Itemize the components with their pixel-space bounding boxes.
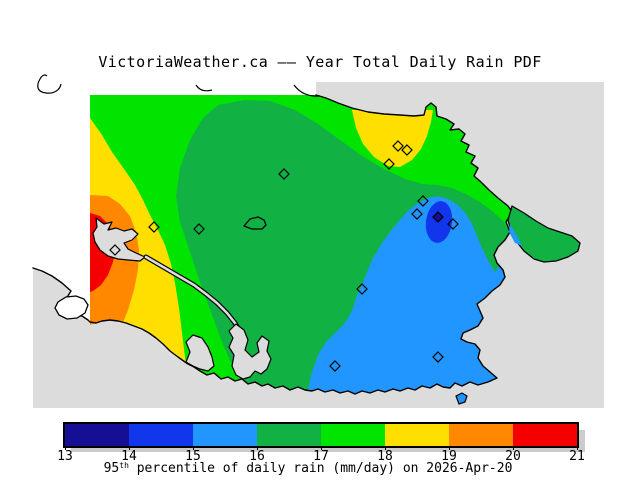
elk-lake-outline — [243, 216, 267, 230]
colorbar-tick-mark — [193, 446, 194, 450]
map-title: VictoriaWeather.ca —— Year Total Daily R… — [98, 53, 542, 71]
station-marker-filled — [432, 211, 444, 223]
station-marker — [329, 360, 341, 372]
colorbar-segment — [65, 424, 129, 446]
station-marker — [401, 144, 413, 156]
colorbar-tick-label: 20 — [505, 449, 521, 464]
northeast-island — [507, 205, 581, 263]
contour-fills — [90, 95, 512, 394]
colorbar-segment — [193, 424, 257, 446]
station-marker — [411, 208, 423, 220]
station-marker — [109, 244, 121, 256]
ocean — [33, 82, 604, 408]
coast-fragment-dashes — [293, 84, 321, 97]
coast-fragment-topleft — [37, 74, 62, 94]
victoria-harbour — [228, 323, 272, 380]
colorbar-tick-mark — [65, 446, 66, 450]
caption-number: 95 — [103, 461, 120, 476]
colorbar-tick-mark — [449, 446, 450, 450]
colorbar-segment — [449, 424, 513, 446]
colorbar-tick-label: 18 — [377, 449, 393, 464]
contour-level-15-16 — [308, 196, 512, 394]
colorbar-caption: 95th percentile of daily rain (mm/day) o… — [0, 461, 616, 476]
colorbar-ticks: 13 14 15 16 17 18 19 20 21 — [0, 446, 640, 464]
colorbar-segment — [321, 424, 385, 446]
caption-superscript: th — [119, 461, 129, 470]
contour-level-18-19-north — [352, 110, 433, 167]
station-marker — [148, 221, 160, 233]
trial-island — [455, 392, 468, 405]
colorbar-tick-mark — [129, 446, 130, 450]
colorbar-segment — [385, 424, 449, 446]
station-marker — [417, 195, 429, 207]
sooke-island — [54, 295, 89, 320]
colorbar-tick-label: 13 — [57, 449, 73, 464]
colorbar-tick-label: 16 — [249, 449, 265, 464]
gorge-channel — [144, 255, 241, 332]
colorbar-tick-mark — [513, 446, 514, 450]
station-marker — [356, 283, 368, 295]
colorbar-segment — [129, 424, 193, 446]
colorbar-tick-mark — [577, 446, 578, 450]
station-marker — [447, 218, 459, 230]
colorbar-tick-label: 17 — [313, 449, 329, 464]
colorbar-segment — [513, 424, 577, 446]
station-marker — [392, 140, 404, 152]
colorbar-tick-mark — [385, 446, 386, 450]
colorbar — [63, 422, 579, 448]
colorbar-segment — [257, 424, 321, 446]
coast-fragment-title — [195, 84, 213, 92]
station-marker — [278, 168, 290, 180]
northeast-island-blue-sliver — [509, 224, 522, 246]
colorbar-tick-mark — [257, 446, 258, 450]
station-markers — [109, 140, 459, 372]
station-marker — [193, 223, 205, 235]
esquimalt-harbour — [92, 217, 146, 262]
colorbar-tick-label: 21 — [569, 449, 585, 464]
colorbar-tick-mark — [321, 446, 322, 450]
station-marker — [383, 158, 395, 170]
coastline — [32, 94, 513, 395]
esquimalt-lagoon-inlet — [185, 334, 215, 372]
station-marker — [432, 351, 444, 363]
caption-text: percentile of daily rain (mm/day) on 202… — [128, 461, 513, 476]
colorbar-tick-label: 19 — [441, 449, 457, 464]
colorbar-tick-label: 14 — [121, 449, 137, 464]
colorbar-tick-label: 15 — [185, 449, 201, 464]
contour-level-14-15 — [425, 201, 453, 243]
